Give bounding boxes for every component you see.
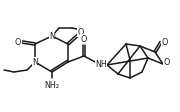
Text: N: N <box>32 57 38 67</box>
Text: O: O <box>15 38 21 46</box>
Text: O: O <box>164 57 170 67</box>
Text: NH: NH <box>95 59 107 69</box>
Text: NH₂: NH₂ <box>44 81 60 89</box>
Text: O: O <box>78 28 84 37</box>
Text: O: O <box>81 34 87 43</box>
Text: N: N <box>49 31 55 41</box>
Text: O: O <box>162 38 168 46</box>
